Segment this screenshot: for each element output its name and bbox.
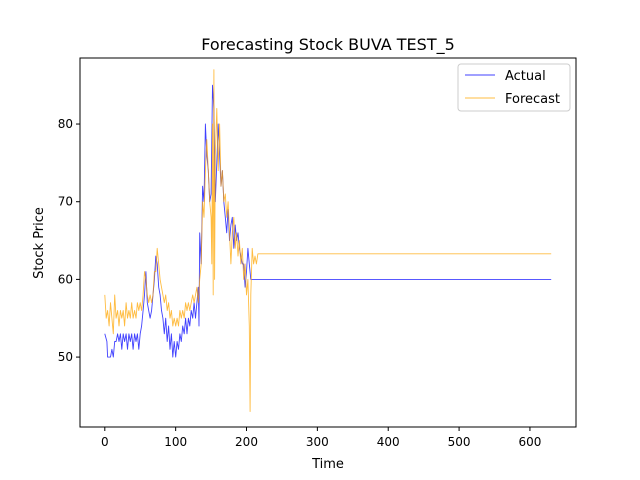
legend-box — [457, 63, 571, 112]
y-tick-label: 80 — [58, 117, 73, 131]
x-tick-label: 200 — [235, 435, 258, 449]
y-axis-ticks: 50 60 70 80 — [58, 117, 80, 364]
x-tick-label: 500 — [448, 435, 471, 449]
x-tick-label: 300 — [306, 435, 329, 449]
plot-frame — [79, 57, 577, 428]
x-axis-label: Time — [311, 457, 344, 472]
x-tick-label: 0 — [101, 435, 109, 449]
x-tick-label: 400 — [377, 435, 400, 449]
y-axis-label: Stock Price — [32, 207, 47, 279]
legend: Actual Forecast — [457, 63, 571, 112]
x-tick-label: 600 — [518, 435, 541, 449]
series-line-forecast — [104, 69, 552, 412]
y-tick-label: 60 — [58, 272, 73, 286]
legend-label-forecast: Forecast — [505, 92, 560, 107]
x-axis-ticks: 0 100 200 300 400 500 600 — [101, 427, 541, 449]
legend-label-actual: Actual — [505, 69, 546, 84]
y-tick-label: 70 — [58, 195, 73, 209]
x-tick-label: 100 — [164, 435, 187, 449]
chart-title: Forecasting Stock BUVA TEST_5 — [201, 35, 455, 55]
y-tick-label: 50 — [58, 350, 73, 364]
plot-lines — [104, 69, 552, 412]
